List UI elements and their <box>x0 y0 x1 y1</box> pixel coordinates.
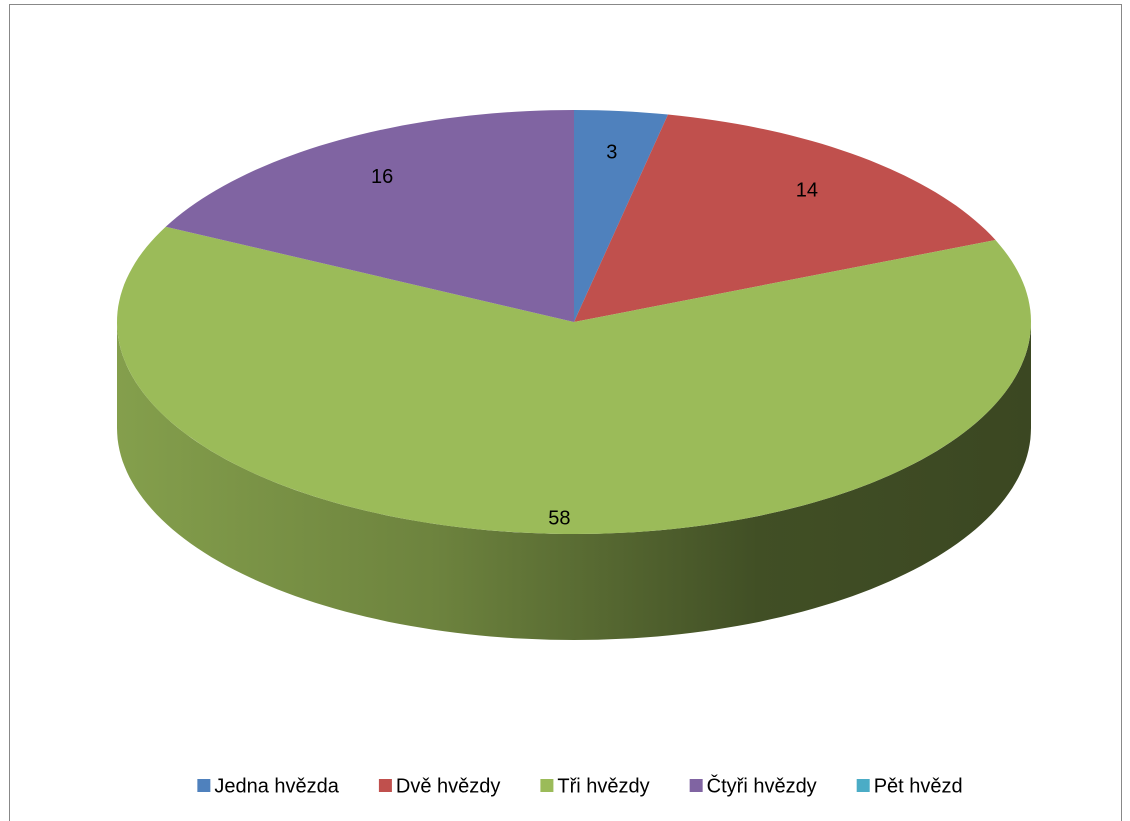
legend-label: Pět hvězd <box>874 775 963 797</box>
legend-label: Čtyři hvězdy <box>707 774 817 797</box>
data-label: 16 <box>371 166 393 188</box>
legend-label: Jedna hvězda <box>214 775 339 797</box>
legend-swatch <box>197 779 211 792</box>
legend: Jedna hvězda Dvě hvězdy Tři hvězdy Čtyři hv… <box>197 774 963 797</box>
pie-slice <box>574 114 996 322</box>
data-label: 58 <box>548 507 570 529</box>
pie-side <box>117 322 1031 640</box>
data-label: 14 <box>796 180 818 202</box>
pie-slice <box>165 110 574 322</box>
legend-swatch <box>378 779 392 792</box>
legend-label: Dvě hvězdy <box>396 775 501 797</box>
legend-swatch <box>856 779 870 792</box>
legend-swatch <box>540 779 554 792</box>
data-label: 3 <box>606 142 617 164</box>
pie-slice <box>117 226 1031 534</box>
legend-swatch <box>689 779 703 792</box>
legend-label: Tři hvězdy <box>557 775 649 797</box>
pie-slice <box>574 110 668 322</box>
